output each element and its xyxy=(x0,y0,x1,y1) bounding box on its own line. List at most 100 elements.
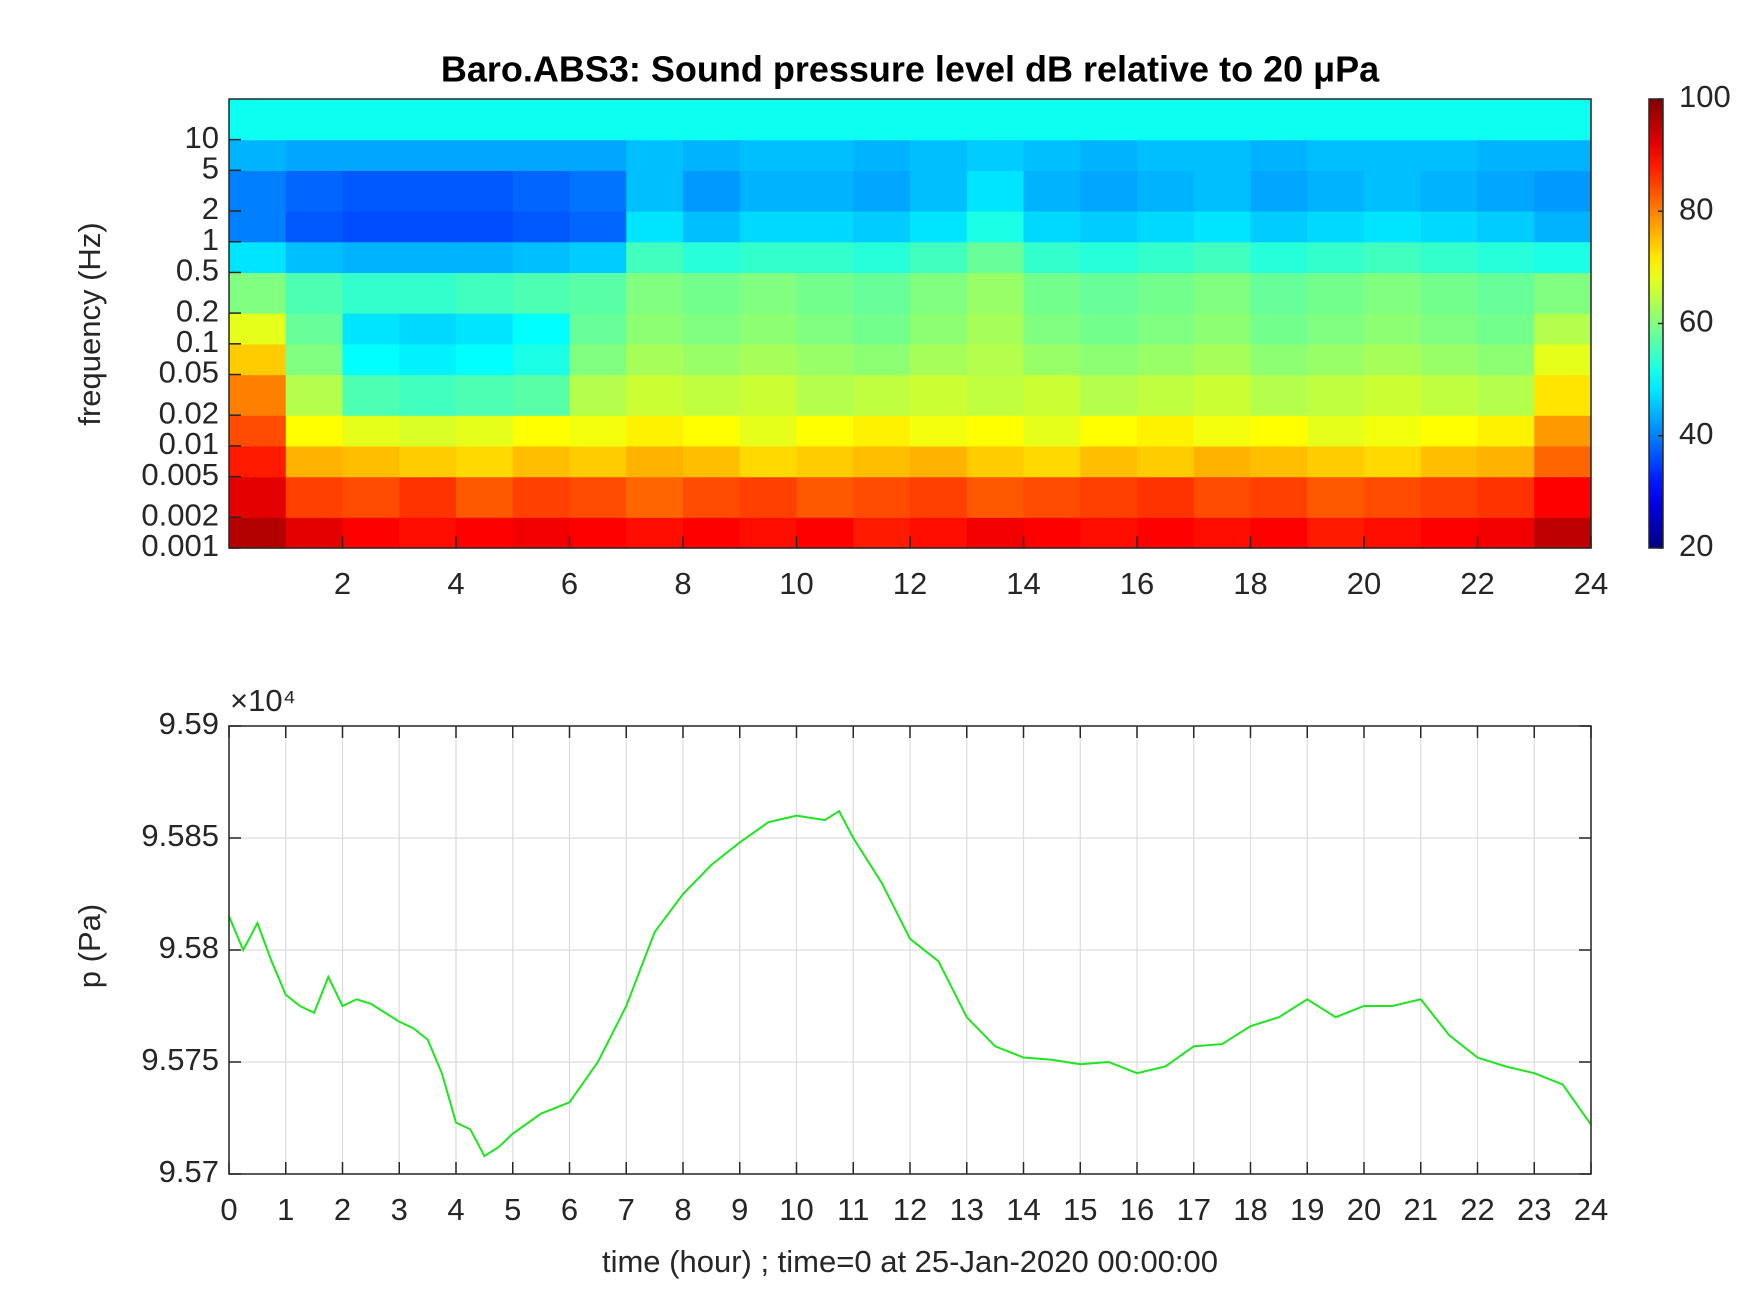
heatmap-cell xyxy=(1307,272,1365,314)
heatmap-cell xyxy=(1307,374,1365,416)
heatmap-cell xyxy=(853,517,911,549)
heatmap-cell xyxy=(966,476,1025,518)
heatmap-cell xyxy=(1307,99,1365,141)
heatmap-cell xyxy=(626,210,684,243)
heatmap-cell xyxy=(1080,313,1138,345)
x-tick-label: 22 xyxy=(1460,1192,1494,1227)
x-axis-label: time (hour) ; time=0 at 25-Jan-2020 00:0… xyxy=(602,1244,1218,1279)
heatmap-cell xyxy=(1023,99,1081,141)
x-tick-label: 10 xyxy=(779,566,813,601)
heatmap-cell xyxy=(399,99,457,141)
heatmap-cell xyxy=(456,313,514,345)
heatmap-cell xyxy=(853,476,911,518)
heatmap-cell xyxy=(229,210,287,243)
heatmap-cell xyxy=(1364,272,1422,314)
heatmap-cell xyxy=(1477,99,1535,141)
heatmap-cell xyxy=(456,374,514,416)
heatmap-cell xyxy=(966,139,1025,171)
heatmap-cell xyxy=(512,374,571,416)
y-tick-label: 9.58 xyxy=(159,930,219,965)
heatmap-cell xyxy=(739,170,798,212)
heatmap-cell xyxy=(285,343,344,376)
heatmap-cell xyxy=(456,272,514,314)
heatmap-cell xyxy=(796,272,854,314)
heatmap-cell xyxy=(1364,517,1422,549)
heatmap-cell xyxy=(1364,476,1422,518)
heatmap-cell xyxy=(285,99,344,141)
heatmap-cell xyxy=(1080,210,1138,243)
heatmap-cell xyxy=(342,313,400,345)
heatmap-cell xyxy=(456,343,514,376)
heatmap-cell xyxy=(966,99,1025,141)
heatmap-cell xyxy=(1307,170,1365,212)
heatmap-cell xyxy=(399,313,457,345)
heatmap-cell xyxy=(512,476,571,518)
heatmap-cell xyxy=(683,210,741,243)
heatmap-cell xyxy=(512,415,571,447)
heatmap-cell xyxy=(796,313,854,345)
heatmap-cell xyxy=(1534,374,1592,416)
heatmap-cell xyxy=(1193,99,1252,141)
heatmap-cell xyxy=(1364,343,1422,376)
heatmap-cell xyxy=(456,476,514,518)
heatmap-cell xyxy=(229,343,287,376)
heatmap-cell xyxy=(626,517,684,549)
heatmap-cell xyxy=(1193,170,1252,212)
heatmap-cell xyxy=(1023,374,1081,416)
heatmap-cell xyxy=(1193,313,1252,345)
heatmap-cell xyxy=(229,241,287,274)
x-tick-label: 21 xyxy=(1404,1192,1438,1227)
heatmap-cell xyxy=(796,445,854,478)
y-tick-label: 0.5 xyxy=(176,253,219,288)
heatmap-cell xyxy=(1420,476,1479,518)
heatmap-cell xyxy=(626,139,684,171)
heatmap-cell xyxy=(1364,374,1422,416)
heatmap-cell xyxy=(1420,170,1479,212)
heatmap-cell xyxy=(910,170,968,212)
heatmap-cell xyxy=(1137,374,1195,416)
heatmap-cell xyxy=(1534,313,1592,345)
y-tick-label: 9.57 xyxy=(159,1154,219,1189)
heatmap-cell xyxy=(569,272,627,314)
heatmap-cell xyxy=(229,476,287,518)
x-tick-label: 12 xyxy=(893,566,927,601)
heatmap-cell xyxy=(1137,272,1195,314)
heatmap-cell xyxy=(1023,517,1081,549)
heatmap-cell xyxy=(1137,139,1195,171)
heatmap-cell xyxy=(1534,272,1592,314)
heatmap-cell xyxy=(285,445,344,478)
heatmap-cell xyxy=(796,170,854,212)
y-tick-label: 0.05 xyxy=(159,355,219,390)
heatmap-cell xyxy=(399,374,457,416)
y-exponent: ×10⁴ xyxy=(230,683,296,718)
heatmap-cell xyxy=(1137,210,1195,243)
heatmap-cell xyxy=(1023,415,1081,447)
heatmap-cell xyxy=(512,313,571,345)
heatmap-cell xyxy=(626,313,684,345)
heatmap-cell xyxy=(796,99,854,141)
heatmap-cell xyxy=(285,241,344,274)
heatmap-cell xyxy=(966,374,1025,416)
heatmap-cell xyxy=(1250,343,1308,376)
heatmap-cell xyxy=(683,99,741,141)
heatmap-cell xyxy=(1080,170,1138,212)
heatmap-cell xyxy=(626,241,684,274)
heatmap-cell xyxy=(1250,241,1308,274)
heatmap-cell xyxy=(739,210,798,243)
heatmap-cell xyxy=(683,517,741,549)
heatmap-cell xyxy=(626,170,684,212)
x-tick-label: 13 xyxy=(950,1192,984,1227)
heatmap-cell xyxy=(853,445,911,478)
heatmap-cell xyxy=(1307,445,1365,478)
heatmap-cell xyxy=(626,374,684,416)
heatmap-cell xyxy=(683,374,741,416)
heatmap-cell xyxy=(569,241,627,274)
y-tick-label: 0.002 xyxy=(141,497,219,532)
heatmap-cell xyxy=(285,517,344,549)
heatmap-cell xyxy=(399,272,457,314)
heatmap-cell xyxy=(626,445,684,478)
heatmap-cell xyxy=(1080,139,1138,171)
heatmap-cell xyxy=(796,415,854,447)
x-tick-label: 14 xyxy=(1006,1192,1040,1227)
